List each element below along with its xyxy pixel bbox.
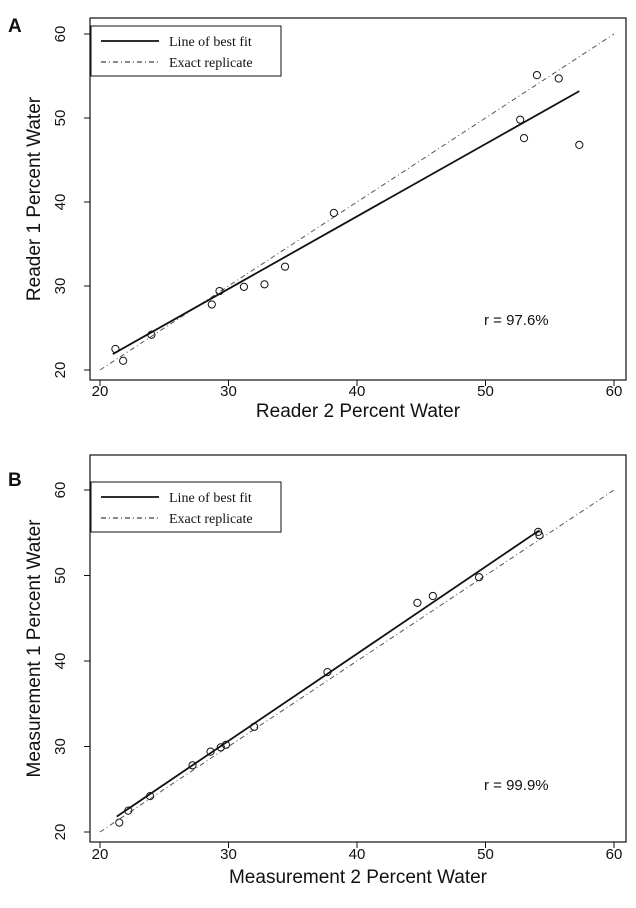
exact-replicate-line xyxy=(99,489,615,833)
panel-label: A xyxy=(8,16,22,37)
data-point xyxy=(221,740,231,749)
y-tick-label: 50 xyxy=(52,567,69,584)
data-point xyxy=(534,527,543,536)
data-point xyxy=(111,344,120,354)
data-point xyxy=(215,286,224,296)
data-point xyxy=(535,531,544,540)
data-point xyxy=(188,761,197,770)
data-point xyxy=(329,208,338,218)
data-point xyxy=(146,791,155,801)
x-tick-label: 30 xyxy=(220,383,237,400)
data-point xyxy=(519,134,529,143)
x-axis-title: Reader 2 Percent Water xyxy=(256,401,461,422)
y-tick-label: 60 xyxy=(52,26,69,43)
data-point xyxy=(119,356,128,365)
legend-label-replicate: Exact replicate xyxy=(169,512,253,527)
legend-label-replicate: Exact replicate xyxy=(169,56,253,71)
x-tick-label: 50 xyxy=(477,846,494,863)
data-point xyxy=(115,818,124,827)
data-point xyxy=(474,573,484,582)
y-axis-title: Reader 1 Percent Water xyxy=(24,96,45,301)
x-tick-label: 30 xyxy=(220,846,237,863)
x-tick-label: 20 xyxy=(92,846,109,863)
legend-box xyxy=(90,481,282,533)
data-point xyxy=(206,747,215,756)
y-tick-label: 40 xyxy=(52,194,69,211)
data-point xyxy=(239,282,249,291)
y-tick-label: 20 xyxy=(52,362,69,379)
correlation-annotation: r = 99.9% xyxy=(484,777,549,794)
best-fit-line xyxy=(116,529,540,818)
data-point xyxy=(516,115,525,124)
data-point xyxy=(216,743,225,752)
x-axis-title: Measurement 2 Percent Water xyxy=(229,867,488,888)
data-point xyxy=(280,262,290,271)
data-point xyxy=(413,598,422,607)
x-tick-label: 60 xyxy=(606,383,623,400)
data-point xyxy=(250,722,259,731)
data-point xyxy=(575,140,584,149)
y-tick-label: 30 xyxy=(52,278,69,295)
data-point xyxy=(428,591,437,601)
data-point xyxy=(124,806,133,815)
y-tick-label: 30 xyxy=(52,738,69,755)
y-tick-label: 40 xyxy=(52,653,69,670)
data-point xyxy=(554,74,563,83)
y-tick-label: 60 xyxy=(52,482,69,499)
x-tick-label: 50 xyxy=(477,383,494,400)
legend-box xyxy=(90,25,282,77)
plot-frame xyxy=(89,17,627,381)
x-tick-label: 40 xyxy=(349,383,366,400)
data-point xyxy=(207,300,216,309)
plot-frame xyxy=(89,454,627,843)
y-tick-label: 50 xyxy=(52,110,69,127)
data-point xyxy=(532,71,542,80)
data-point xyxy=(260,280,269,289)
legend-label-fit: Line of best fit xyxy=(169,35,252,50)
panel-label: B xyxy=(8,470,22,491)
y-axis-title: Measurement 1 Percent Water xyxy=(24,519,45,778)
correlation-annotation: r = 97.6% xyxy=(484,312,549,329)
x-tick-label: 20 xyxy=(92,383,109,400)
x-tick-label: 40 xyxy=(349,846,366,863)
x-tick-label: 60 xyxy=(606,846,623,863)
best-fit-line xyxy=(112,90,580,355)
data-point xyxy=(323,668,332,677)
data-point xyxy=(147,330,156,339)
y-tick-label: 20 xyxy=(52,824,69,841)
legend-label-fit: Line of best fit xyxy=(169,491,252,506)
